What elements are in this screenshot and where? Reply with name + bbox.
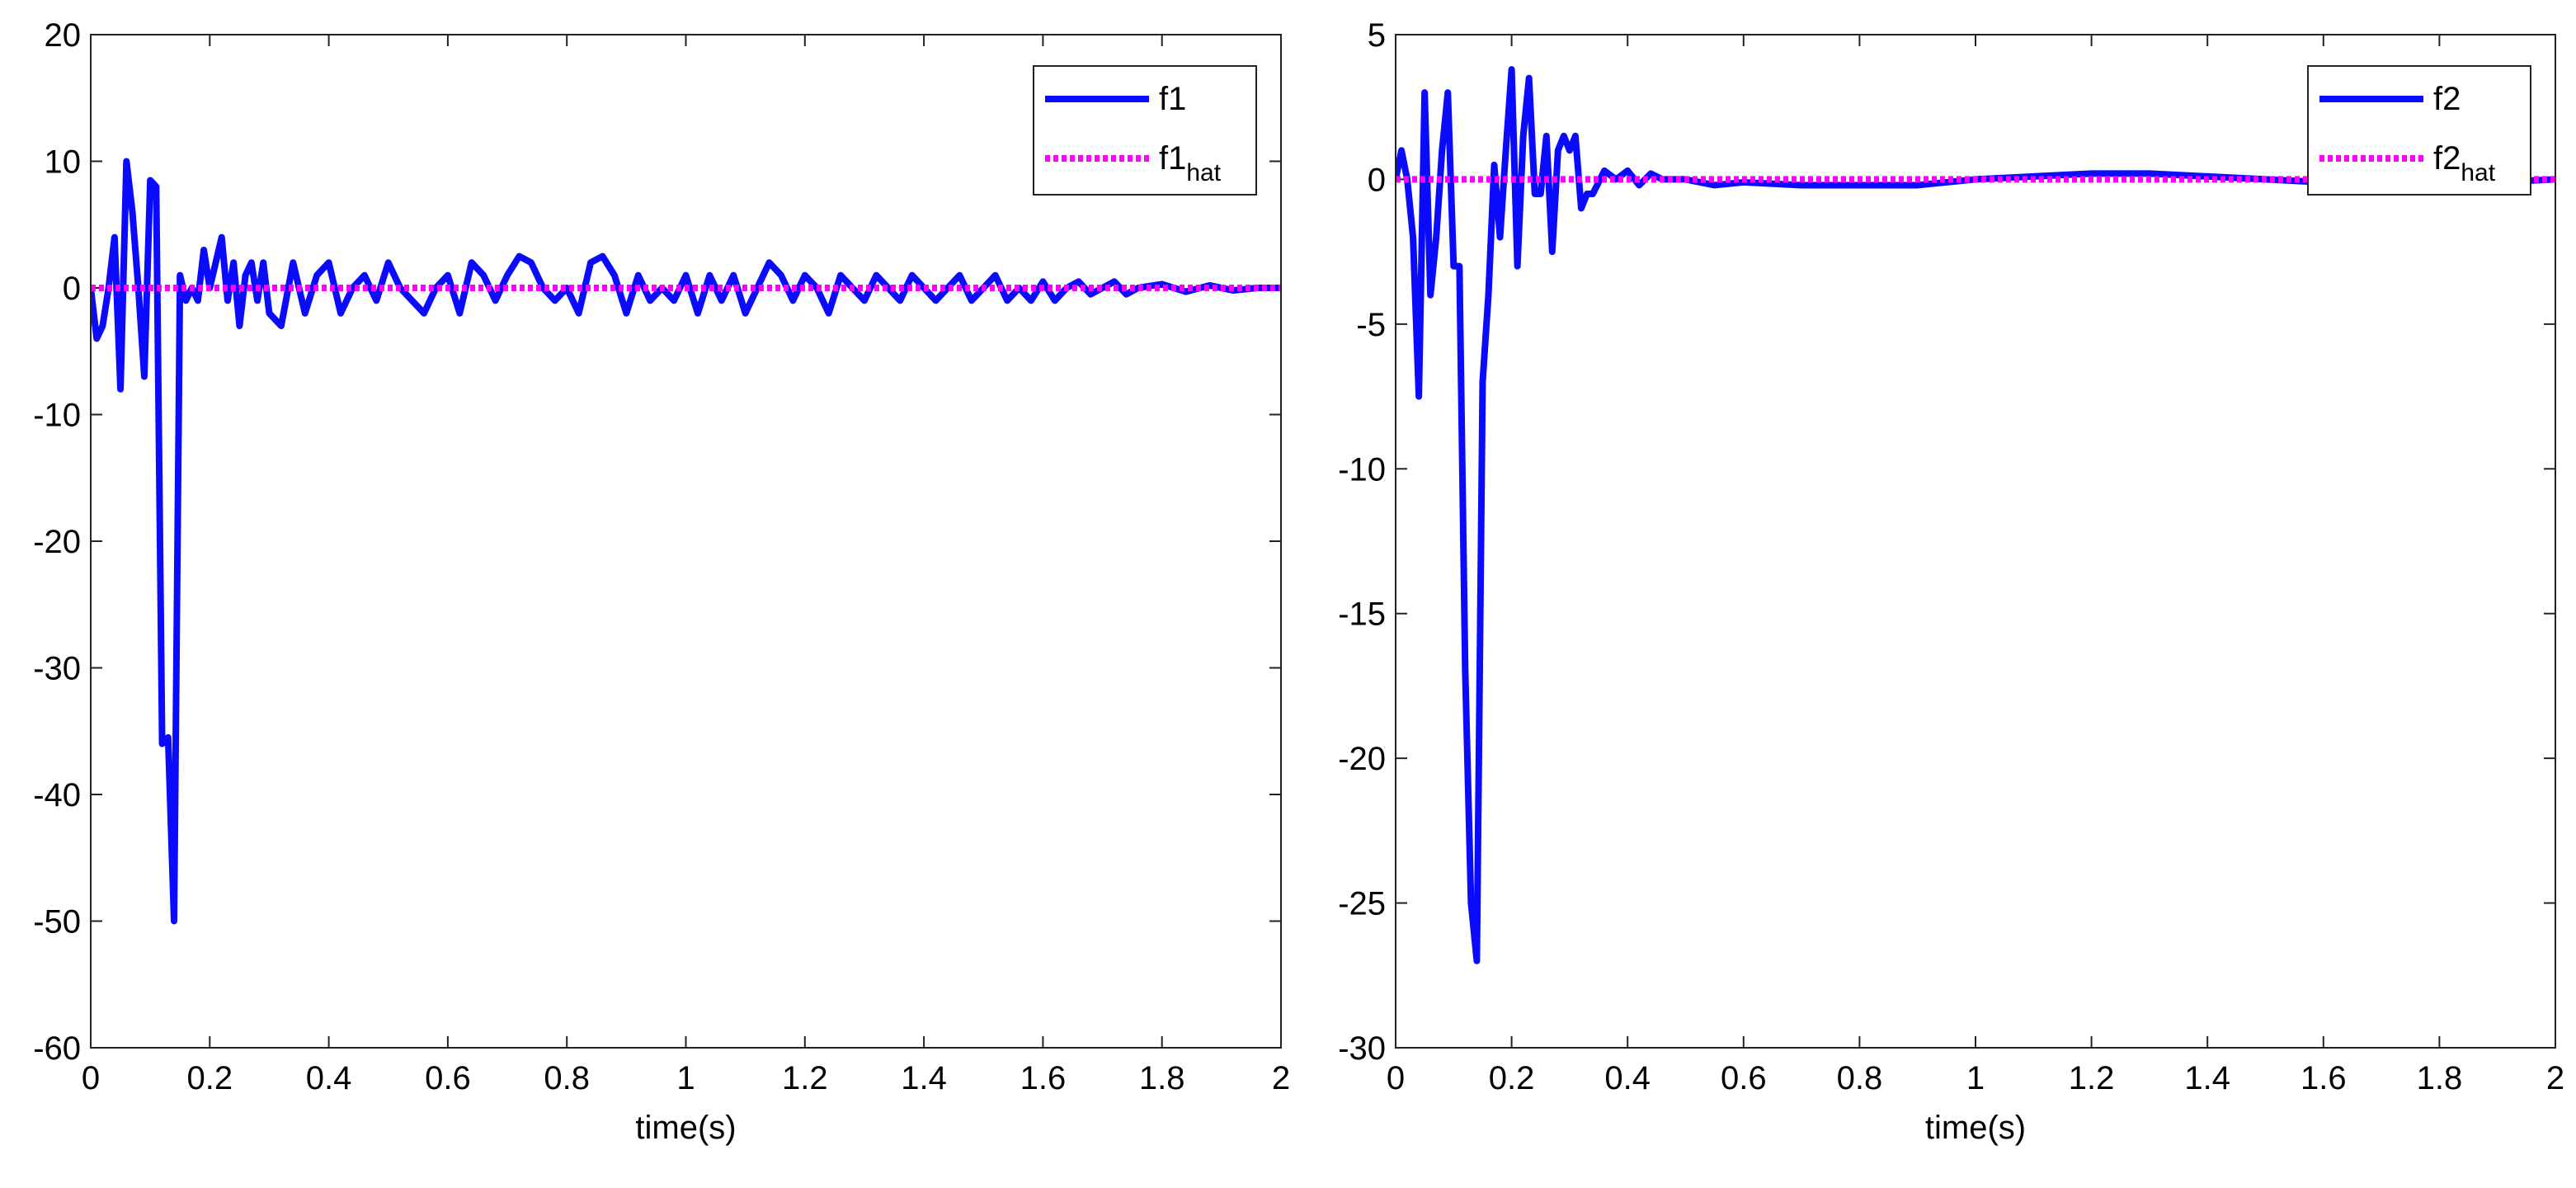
y-tick-label: -30 xyxy=(1338,1030,1386,1067)
y-tick-label: -30 xyxy=(33,651,81,687)
y-tick-label: -40 xyxy=(33,777,81,813)
y-tick-label: 10 xyxy=(45,144,82,181)
y-tick-label: -5 xyxy=(1356,307,1386,343)
legend-box xyxy=(1033,65,1257,196)
axes-box xyxy=(90,34,1282,1049)
legend-subscript: hat xyxy=(2461,159,2495,186)
y-tick-label: -10 xyxy=(1338,451,1386,488)
legend-label: f2hat xyxy=(2433,140,2496,186)
y-tick-label: 0 xyxy=(63,271,81,307)
x-tick-label: 1.6 xyxy=(1020,1060,1067,1096)
y-tick-label: -60 xyxy=(33,1030,81,1067)
x-tick-label: 0.6 xyxy=(425,1060,471,1096)
x-tick-label: 1.2 xyxy=(782,1060,828,1096)
x-tick-label: 0.2 xyxy=(1489,1060,1535,1096)
x-tick-label: 0.8 xyxy=(544,1060,590,1096)
legend-label: f1hat xyxy=(1159,140,1222,186)
x-tick-label: 0.8 xyxy=(1837,1060,1883,1096)
y-tick-label: -15 xyxy=(1338,596,1386,633)
x-axis-label: time(s) xyxy=(635,1110,736,1146)
y-tick-label: -25 xyxy=(1338,886,1386,922)
legend-name: f1 xyxy=(1159,140,1186,177)
x-tick-label: 0.4 xyxy=(306,1060,352,1096)
y-tick-label: -20 xyxy=(1338,741,1386,777)
axes-box xyxy=(1395,34,2556,1049)
x-tick-label: 1.4 xyxy=(2184,1060,2230,1096)
x-tick-label: 1 xyxy=(1966,1060,1985,1096)
legend-name: f1 xyxy=(1159,81,1186,117)
y-tick-label: 20 xyxy=(45,17,82,54)
y-tick-label: -50 xyxy=(33,904,81,940)
series-line xyxy=(1396,66,2555,964)
legend-label: f1 xyxy=(1159,81,1186,117)
x-axis-label: time(s) xyxy=(1925,1110,2026,1146)
x-tick-label: 0.6 xyxy=(1721,1060,1767,1096)
x-tick-label: 0.2 xyxy=(186,1060,233,1096)
x-tick-label: 1.4 xyxy=(901,1060,947,1096)
legend-subscript: hat xyxy=(1186,159,1221,186)
x-tick-label: 1.8 xyxy=(2417,1060,2463,1096)
series-line xyxy=(91,158,1281,925)
x-tick-label: 1.2 xyxy=(2069,1060,2115,1096)
y-tick-label: 0 xyxy=(1368,162,1386,198)
x-tick-label: 1.8 xyxy=(1139,1060,1185,1096)
x-tick-label: 0 xyxy=(82,1060,100,1096)
y-tick-label: -10 xyxy=(33,398,81,434)
y-tick-label: 5 xyxy=(1368,17,1386,54)
x-tick-label: 1.6 xyxy=(2301,1060,2347,1096)
legend-label: f2 xyxy=(2433,81,2461,117)
y-tick-label: -20 xyxy=(33,524,81,560)
x-tick-label: 1 xyxy=(676,1060,695,1096)
x-tick-label: 2 xyxy=(2546,1060,2564,1096)
x-tick-label: 2 xyxy=(1272,1060,1290,1096)
legend-box xyxy=(2307,65,2531,196)
legend-name: f2 xyxy=(2433,140,2461,177)
x-tick-label: 0 xyxy=(1387,1060,1405,1096)
x-tick-label: 0.4 xyxy=(1604,1060,1651,1096)
legend-name: f2 xyxy=(2433,81,2461,117)
